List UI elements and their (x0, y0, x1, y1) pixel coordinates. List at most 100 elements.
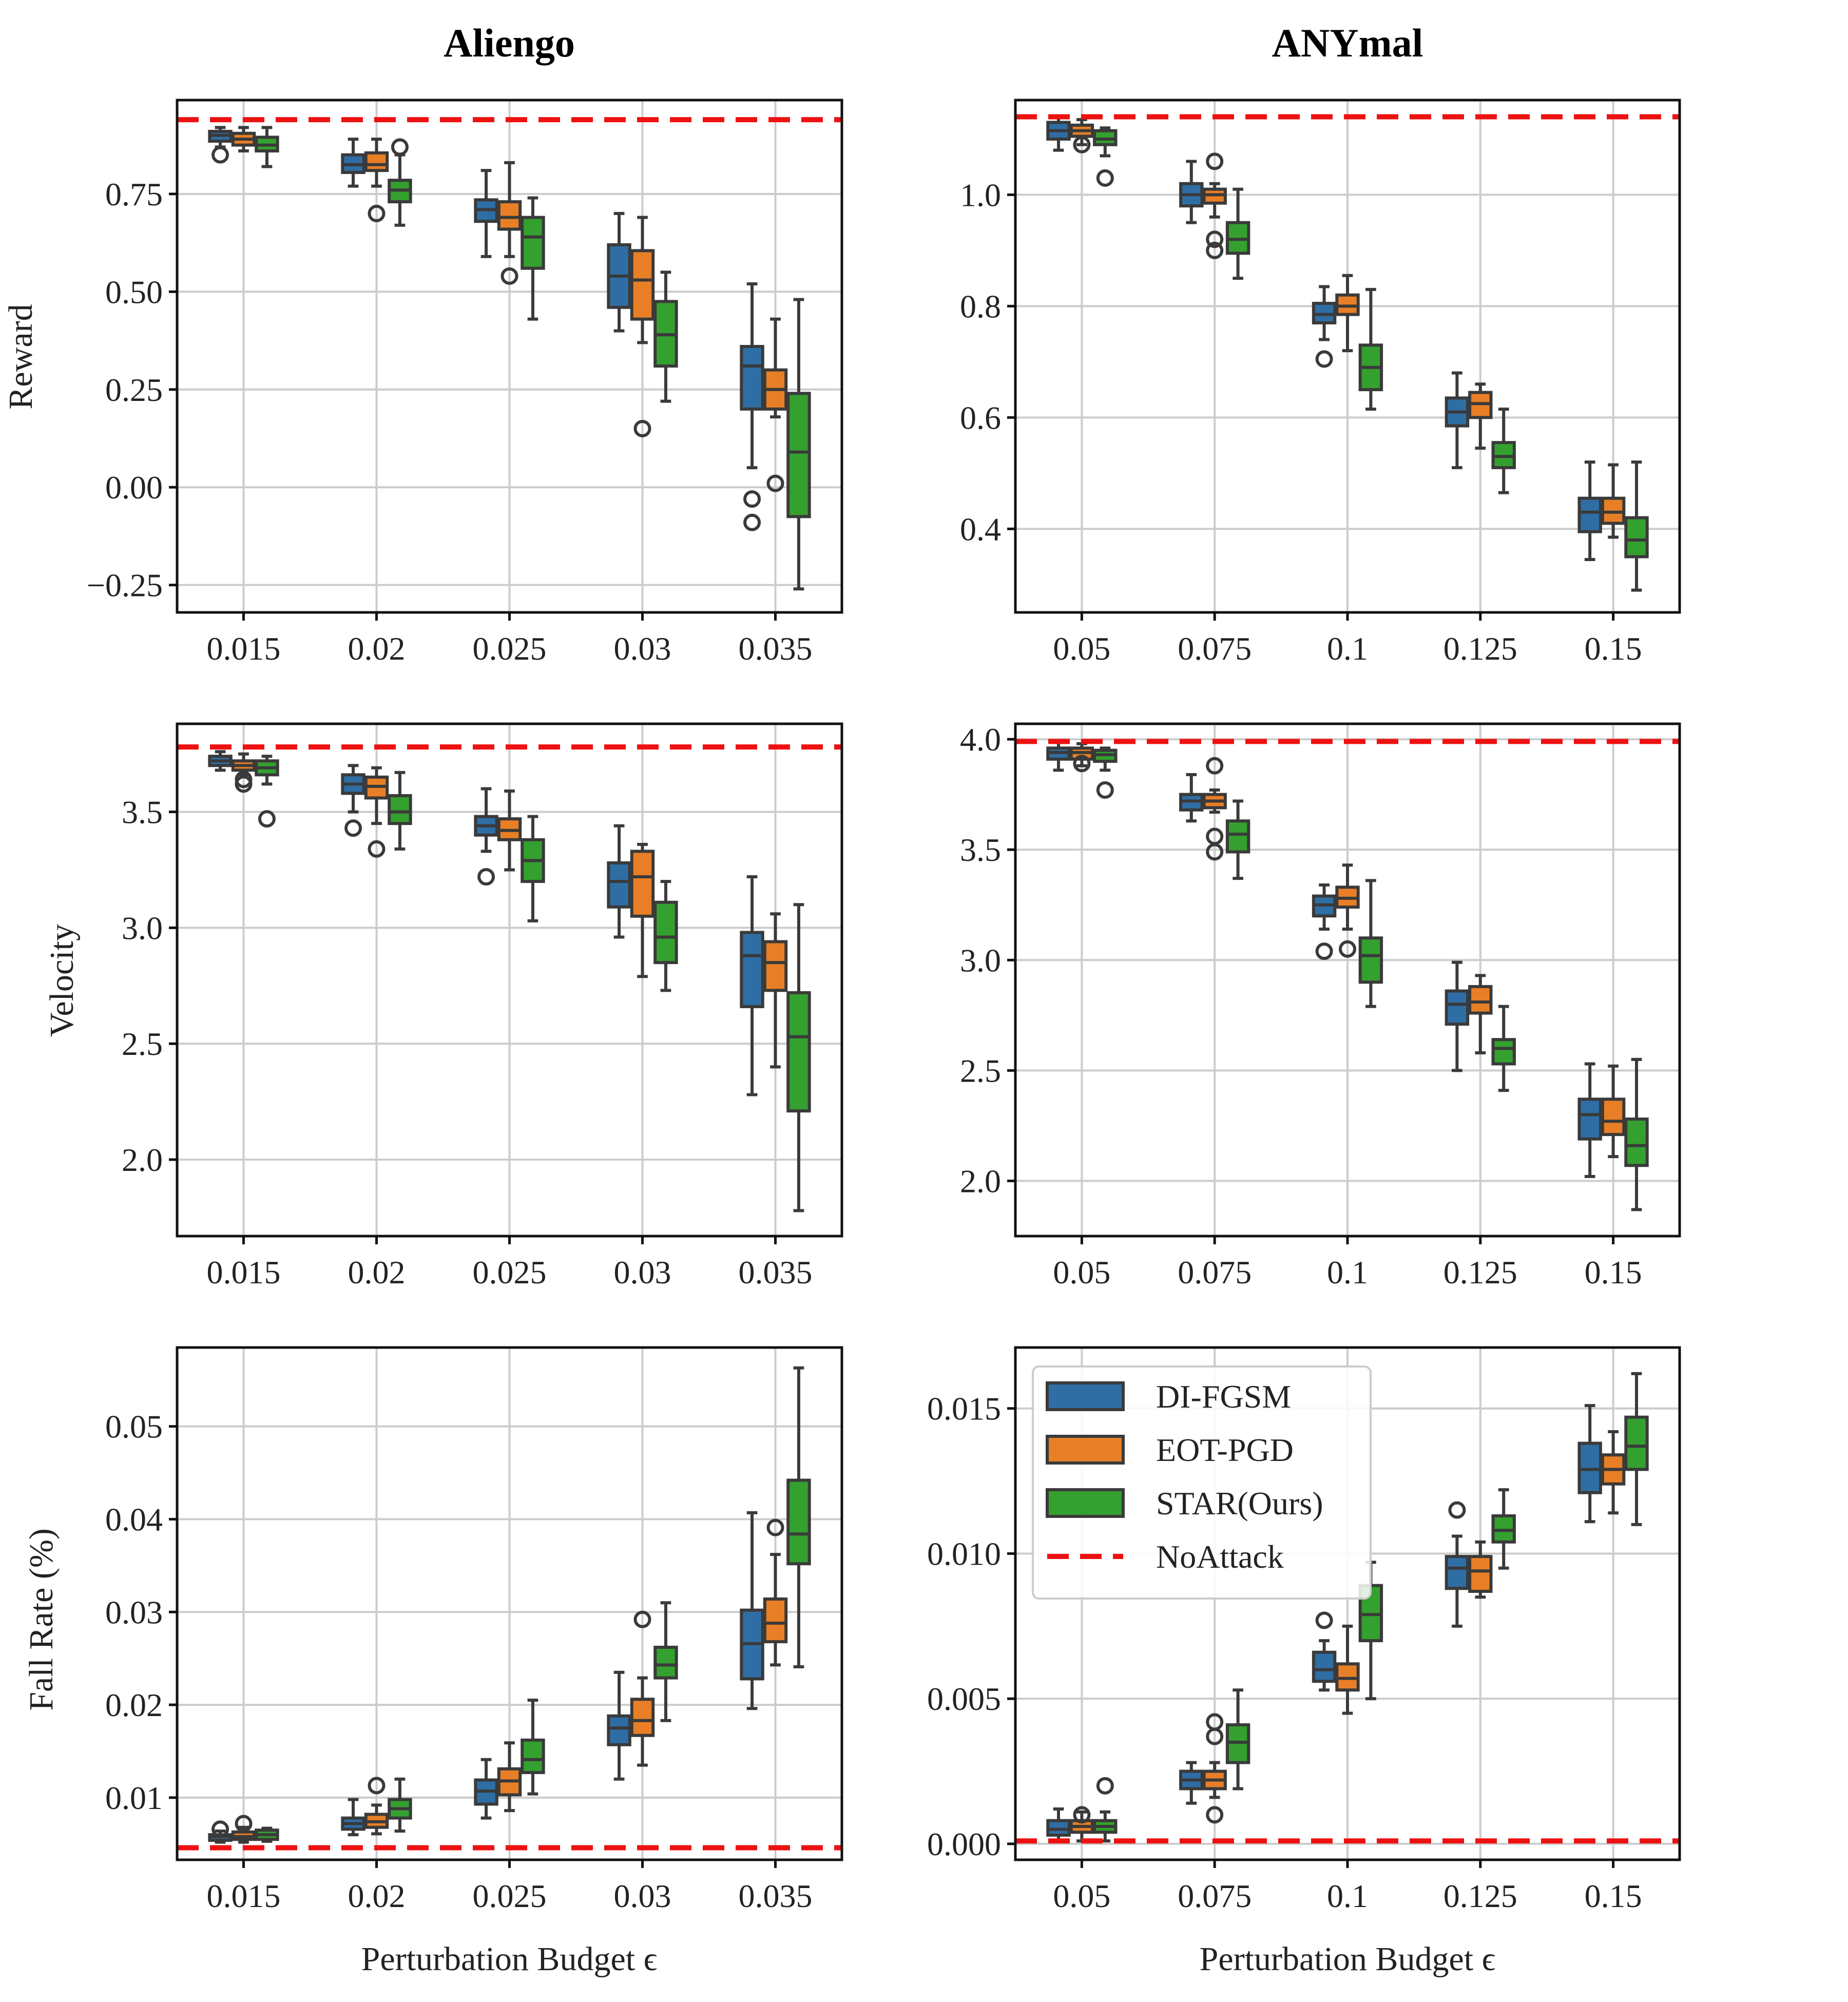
y-tick-label: 0.03 (105, 1594, 163, 1630)
box-di-fgsm-0.035 (740, 282, 764, 531)
box-star-0.02 (388, 1777, 412, 1833)
y-tick-label: 0.6 (960, 399, 1001, 436)
y-tick-label: 3.0 (960, 942, 1001, 978)
outlier-point (1206, 1727, 1224, 1745)
box-eot-pgd-0.015 (231, 126, 256, 153)
box-eot-pgd-0.15 (1601, 463, 1626, 539)
y-tick-label: 0.010 (927, 1535, 1001, 1572)
legend-label-noattack: NoAttack (1156, 1538, 1284, 1575)
y-tick-label: 3.5 (960, 832, 1001, 868)
box-star-0.03 (653, 1601, 678, 1722)
y-axis-label-fall-rate: Fall Rate (%) (23, 1528, 60, 1711)
plot-frame (1014, 99, 1681, 614)
box-star-0.15 (1624, 1057, 1649, 1211)
box-iqr (630, 850, 655, 918)
box-eot-pgd-0.1 (1335, 863, 1360, 958)
box-di-fgsm-0.1 (1312, 883, 1337, 960)
box-di-fgsm-0.125 (1445, 371, 1470, 469)
box-eot-pgd-0.125 (1468, 974, 1493, 1054)
outlier-point (1315, 1611, 1333, 1629)
x-tick-label: 0.03 (614, 1878, 671, 1914)
x-tick-label: 0.075 (1178, 630, 1252, 667)
box-eot-pgd-0.035 (763, 912, 788, 1069)
box-di-fgsm-0.125 (1445, 1501, 1470, 1628)
box-di-fgsm-0.015 (208, 126, 233, 164)
box-star-0.015 (255, 1826, 279, 1843)
outlier-point (500, 267, 518, 285)
y-tick-label: 2.5 (960, 1052, 1001, 1089)
box-di-fgsm-0.03 (607, 824, 631, 939)
x-tick-label: 0.035 (739, 630, 813, 667)
x-tick-label: 0.125 (1443, 630, 1517, 667)
outlier-point (1315, 350, 1333, 368)
y-tick-label: 3.5 (122, 794, 163, 831)
legend-swatch-eot-pgd (1046, 1435, 1125, 1465)
box-iqr (1358, 936, 1383, 984)
box-di-fgsm-0.03 (607, 1670, 631, 1781)
box-eot-pgd-0.025 (497, 161, 522, 285)
y-tick-label: 0.4 (960, 511, 1001, 547)
box-iqr (364, 151, 389, 172)
box-di-fgsm-0.1 (1312, 285, 1337, 368)
y-tick-label: 0.005 (927, 1681, 1001, 1717)
x-tick-label: 0.02 (348, 1878, 406, 1914)
x-tick-label: 0.05 (1053, 1878, 1110, 1914)
y-tick-label: 0.00 (105, 469, 163, 506)
outlier-point (1206, 1806, 1224, 1824)
outlier-point (368, 1777, 386, 1795)
outlier-point (258, 810, 276, 828)
box-eot-pgd-0.15 (1601, 1430, 1626, 1515)
y-axis-label-velocity: Velocity (43, 924, 81, 1037)
box-star-0.025 (521, 815, 545, 922)
y-tick-label: 0.000 (927, 1826, 1001, 1862)
outlier-point (1315, 942, 1333, 960)
x-tick-label: 0.025 (473, 1254, 547, 1291)
box-di-fgsm-0.1 (1312, 1611, 1337, 1692)
panel-aliengo-reward: −0.25 0.00 0.25 0.50 0.75 0.015 0.02 0.025 0.03 0… (87, 99, 843, 667)
box-star-0.035 (786, 1366, 811, 1668)
box-di-fgsm-0.05 (1046, 740, 1071, 772)
box-star-0.05 (1093, 126, 1118, 187)
x-tick-label: 0.02 (348, 630, 406, 667)
panel-anymal-velocity: 2.0 2.5 3.0 3.5 4.0 0.05 0.075 0.1 0.125 0.15 (960, 721, 1681, 1291)
y-axis-label-reward: Reward (2, 304, 40, 409)
box-iqr (497, 200, 522, 231)
outlier-point (1073, 1806, 1091, 1824)
box-iqr (1225, 819, 1250, 854)
box-di-fgsm-0.035 (740, 875, 764, 1096)
legend-label-eot-pgd: EOT-PGD (1156, 1432, 1294, 1468)
box-iqr (1491, 1038, 1516, 1066)
box-star-0.075 (1225, 187, 1250, 280)
box-star-0.075 (1225, 799, 1250, 880)
box-star-0.125 (1491, 1005, 1516, 1092)
outlier-point (211, 1820, 229, 1838)
box-di-fgsm-0.02 (341, 138, 365, 188)
box-star-0.035 (786, 903, 811, 1212)
outlier-point (1206, 230, 1224, 248)
panel-aliengo-velocity: 2.0 2.5 3.0 3.5 0.015 0.02 0.025 0.03 0.035 (122, 722, 843, 1291)
outlier-point (766, 1518, 784, 1536)
x-tick-label: 0.015 (207, 1254, 281, 1291)
box-star-0.1 (1358, 287, 1383, 411)
box-di-fgsm-0.125 (1445, 960, 1470, 1072)
y-tick-label: 3.0 (122, 910, 163, 946)
box-iqr (1577, 496, 1602, 533)
box-iqr (1624, 1415, 1649, 1471)
box-iqr (1624, 516, 1649, 559)
box-eot-pgd-0.015 (231, 752, 256, 793)
x-tick-label: 0.075 (1178, 1254, 1252, 1291)
x-tick-label: 0.05 (1053, 630, 1110, 667)
box-di-fgsm-0.02 (341, 1798, 365, 1837)
x-tick-label: 0.025 (473, 630, 547, 667)
y-tick-label: 0.25 (105, 372, 163, 408)
box-di-fgsm-0.03 (607, 211, 631, 333)
plot-frame (1014, 722, 1681, 1238)
box-eot-pgd-0.03 (630, 1610, 655, 1767)
box-iqr (763, 1597, 788, 1644)
box-star-0.1 (1358, 879, 1383, 1008)
box-di-fgsm-0.025 (474, 1758, 498, 1820)
x-tick-label: 0.15 (1585, 1254, 1642, 1291)
outlier-point (1096, 169, 1114, 187)
box-eot-pgd-0.015 (231, 1815, 256, 1844)
x-tick-label: 0.035 (739, 1878, 813, 1914)
